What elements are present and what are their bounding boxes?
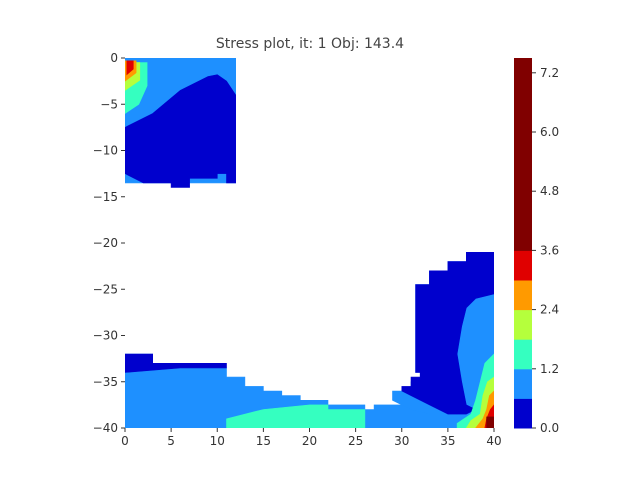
y-tick-label: −35 [93, 375, 118, 389]
colorbar-tick-label: 3.6 [540, 243, 559, 257]
x-tick-label: 40 [486, 434, 501, 448]
y-tick-label: −30 [93, 329, 118, 343]
colorbar [514, 58, 532, 429]
colorbar-axis: 0.0 1.2 2.4 3.6 4.8 6.0 7.2 [532, 66, 559, 435]
colorbar-segment [514, 250, 532, 281]
y-tick-label: 0 [110, 51, 118, 65]
stress-region-10 [401, 252, 494, 415]
x-tick-label: 35 [440, 434, 455, 448]
colorbar-tick-label: 4.8 [540, 184, 559, 198]
colorbar-tick-label: 7.2 [540, 66, 559, 80]
x-tick-label: 30 [394, 434, 409, 448]
colorbar-segment [514, 161, 532, 192]
stress-region-7 [125, 353, 227, 373]
y-axis: 0 −5 −10 −15 −20 −25 −30 −35 −40 [93, 51, 125, 435]
colorbar-segment [514, 309, 532, 340]
x-tick-label: 25 [348, 434, 363, 448]
colorbar-tick-label: 2.4 [540, 303, 559, 317]
y-tick-label: −40 [93, 421, 118, 435]
stress-region-15 [486, 416, 494, 428]
stress-region-8 [226, 404, 366, 428]
x-axis: 0 5 10 15 20 25 30 35 40 [121, 428, 502, 448]
y-tick-label: −15 [93, 190, 118, 204]
y-tick-label: −20 [93, 236, 118, 250]
y-tick-label: −5 [100, 97, 118, 111]
colorbar-segment [514, 220, 532, 251]
x-tick-label: 10 [210, 434, 225, 448]
colorbar-tick-label: 6.0 [540, 125, 559, 139]
colorbar-tick-label: 1.2 [540, 362, 559, 376]
stress-region-5 [126, 60, 134, 76]
colorbar-segment [514, 191, 532, 222]
heatmap-plot-area [125, 58, 494, 428]
y-tick-label: −25 [93, 282, 118, 296]
x-tick-label: 5 [167, 434, 175, 448]
colorbar-segment [514, 102, 532, 133]
chart-title: Stress plot, it: 1 Obj: 143.4 [216, 36, 404, 52]
x-tick-label: 15 [256, 434, 271, 448]
stress-region-1 [125, 74, 236, 188]
colorbar-segment [514, 132, 532, 163]
colorbar-segment [514, 58, 532, 103]
colorbar-segment [514, 368, 532, 399]
x-tick-label: 0 [121, 434, 129, 448]
colorbar-segment [514, 398, 532, 429]
colorbar-segment [514, 280, 532, 311]
colorbar-tick-label: 0.0 [540, 421, 559, 435]
y-tick-label: −10 [93, 144, 118, 158]
x-tick-label: 20 [302, 434, 317, 448]
colorbar-segment [514, 339, 532, 370]
